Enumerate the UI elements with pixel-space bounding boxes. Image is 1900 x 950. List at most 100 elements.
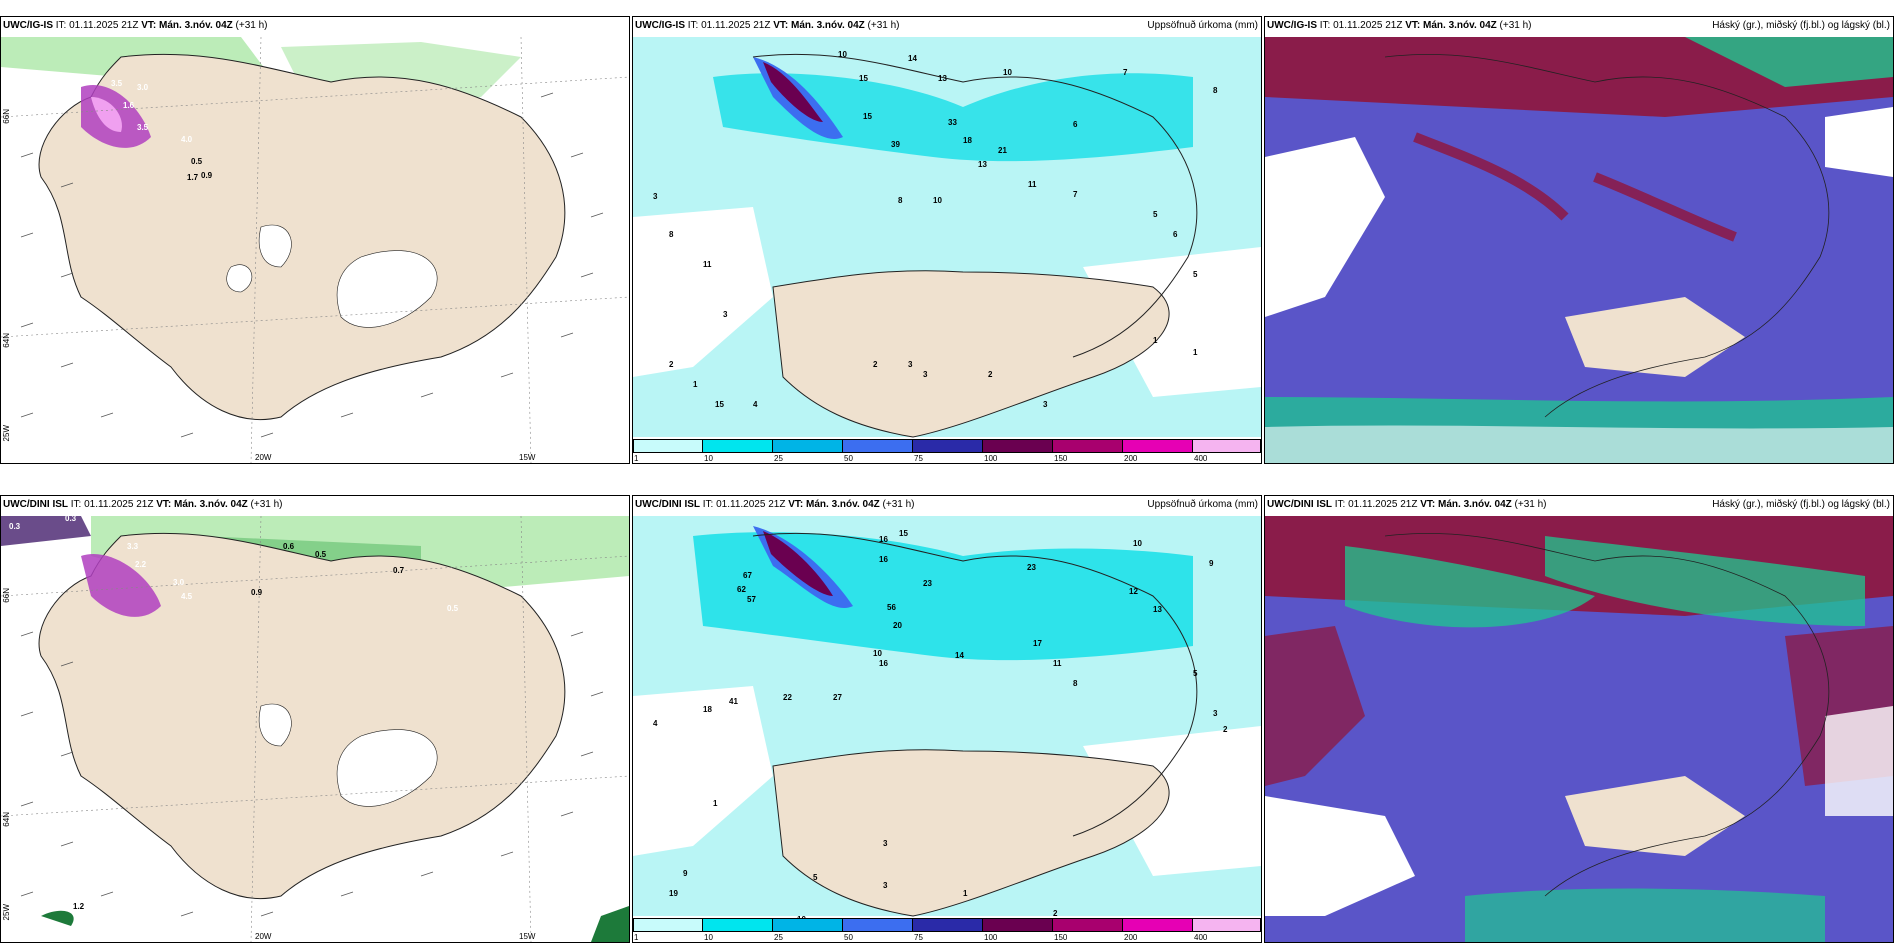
svg-text:3: 3 bbox=[883, 881, 888, 890]
colorbar-segment bbox=[703, 439, 773, 453]
wind-value: 0.5 bbox=[447, 604, 459, 613]
colorbar-segment bbox=[913, 439, 983, 453]
colorbar-segment bbox=[1053, 439, 1123, 453]
colorbar-segment bbox=[843, 918, 913, 932]
wind-value: 0.7 bbox=[393, 566, 405, 575]
svg-text:2: 2 bbox=[988, 370, 993, 379]
svg-text:18: 18 bbox=[703, 705, 712, 714]
svg-text:3: 3 bbox=[908, 360, 913, 369]
svg-text:15: 15 bbox=[715, 400, 724, 409]
svg-text:9: 9 bbox=[683, 869, 688, 878]
svg-text:12: 12 bbox=[1129, 587, 1138, 596]
cloud-map-panel-row2: UWC/DINI ISL IT: 01.11.2025 21Z VT: Mán.… bbox=[1264, 495, 1894, 943]
svg-text:11: 11 bbox=[1028, 180, 1037, 189]
wind-value: 0.3 bbox=[9, 522, 21, 531]
wind-value: 0.9 bbox=[201, 171, 213, 180]
colorbar-segment bbox=[843, 439, 913, 453]
colorbar-tick: 10 bbox=[704, 933, 713, 942]
svg-text:67: 67 bbox=[743, 571, 752, 580]
svg-text:20: 20 bbox=[893, 621, 902, 630]
svg-text:3: 3 bbox=[653, 192, 658, 201]
svg-text:10: 10 bbox=[838, 50, 847, 59]
lon-label: 25W bbox=[2, 904, 11, 921]
svg-text:6: 6 bbox=[1173, 230, 1178, 239]
wind-map bbox=[1, 516, 629, 942]
wind-value: 0.5 bbox=[315, 550, 327, 559]
svg-text:13: 13 bbox=[938, 74, 947, 83]
svg-text:16: 16 bbox=[879, 659, 888, 668]
svg-text:41: 41 bbox=[729, 697, 738, 706]
svg-text:2: 2 bbox=[669, 360, 674, 369]
colorbar-segment bbox=[633, 918, 703, 932]
wind-value: 0.9 bbox=[251, 588, 263, 597]
cloud-map bbox=[1265, 37, 1893, 463]
model-label: UWC/DINI ISL bbox=[3, 499, 68, 510]
svg-text:1: 1 bbox=[963, 889, 968, 898]
colorbar-segment bbox=[1053, 918, 1123, 932]
svg-text:57: 57 bbox=[747, 595, 756, 604]
colorbar-segment bbox=[983, 918, 1053, 932]
wind-value: 1.7 bbox=[187, 173, 199, 182]
lat-label: 64N bbox=[2, 333, 11, 348]
precip-title: Uppsöfnuð úrkoma (mm) bbox=[1147, 499, 1258, 510]
svg-text:13: 13 bbox=[1153, 605, 1162, 614]
cloud-title: Háský (gr.), miðský (fj.bl.) og lágský (… bbox=[1712, 499, 1890, 510]
wind-value: 0.6 bbox=[283, 542, 295, 551]
svg-text:2: 2 bbox=[1053, 909, 1058, 918]
colorbar-tick: 200 bbox=[1124, 454, 1138, 463]
colorbar-segment bbox=[1123, 439, 1193, 453]
svg-text:56: 56 bbox=[887, 603, 896, 612]
colorbar-tick: 100 bbox=[984, 933, 998, 942]
svg-text:1: 1 bbox=[713, 799, 718, 808]
svg-text:23: 23 bbox=[923, 579, 932, 588]
model-label: UWC/DINI ISL bbox=[1267, 499, 1332, 510]
lat-label: 66N bbox=[2, 109, 11, 124]
panel-header: UWC/DINI ISL IT: 01.11.2025 21Z VT: Mán.… bbox=[3, 499, 283, 510]
svg-text:3: 3 bbox=[1043, 400, 1048, 409]
lon-label: 25W bbox=[2, 425, 11, 442]
svg-text:19: 19 bbox=[669, 889, 678, 898]
svg-text:10: 10 bbox=[1133, 539, 1142, 548]
lon-label: 15W bbox=[519, 453, 536, 462]
colorbar-tick: 400 bbox=[1194, 933, 1208, 942]
svg-text:16: 16 bbox=[879, 555, 888, 564]
svg-text:2: 2 bbox=[873, 360, 878, 369]
colorbar-tick: 25 bbox=[774, 933, 783, 942]
colorbar-tick: 1 bbox=[634, 454, 639, 463]
cloud-title: Háský (gr.), miðský (fj.bl.) og lágský (… bbox=[1712, 20, 1890, 31]
lon-label: 20W bbox=[255, 932, 272, 941]
precip-map: 16 15 16 23 23 10 67 62 57 56 20 14 13 1… bbox=[633, 516, 1261, 924]
svg-text:14: 14 bbox=[908, 54, 917, 63]
colorbar-tick: 50 bbox=[844, 454, 853, 463]
colorbar-segment bbox=[773, 918, 843, 932]
svg-text:22: 22 bbox=[783, 693, 792, 702]
svg-text:1: 1 bbox=[1153, 336, 1158, 345]
svg-text:4: 4 bbox=[753, 400, 758, 409]
svg-text:10: 10 bbox=[1003, 68, 1012, 77]
colorbar-tick: 75 bbox=[914, 454, 923, 463]
svg-text:1: 1 bbox=[1193, 348, 1198, 357]
svg-text:14: 14 bbox=[955, 651, 964, 660]
wind-value: 3.0 bbox=[173, 578, 185, 587]
svg-text:6: 6 bbox=[1073, 120, 1078, 129]
model-label: UWC/IG-IS bbox=[635, 20, 685, 31]
cloud-map bbox=[1265, 516, 1893, 942]
colorbar-tick: 400 bbox=[1194, 454, 1208, 463]
svg-text:8: 8 bbox=[669, 230, 674, 239]
wind-value: 3.5 bbox=[137, 123, 149, 132]
panel-header: UWC/IG-IS IT: 01.11.2025 21Z VT: Mán. 3.… bbox=[3, 20, 268, 31]
svg-text:8: 8 bbox=[1213, 86, 1218, 95]
svg-text:62: 62 bbox=[737, 585, 746, 594]
colorbar-tick: 25 bbox=[774, 454, 783, 463]
svg-text:5: 5 bbox=[1193, 669, 1198, 678]
lat-label: 64N bbox=[2, 812, 11, 827]
wind-value: 3.5 bbox=[111, 79, 123, 88]
wind-value: 4.5 bbox=[181, 592, 193, 601]
panel-header: UWC/IG-IS IT: 01.11.2025 21Z VT: Mán. 3.… bbox=[1267, 20, 1532, 31]
svg-text:7: 7 bbox=[1123, 68, 1128, 77]
svg-text:27: 27 bbox=[833, 693, 842, 702]
svg-text:8: 8 bbox=[898, 196, 903, 205]
colorbar-tick: 50 bbox=[844, 933, 853, 942]
svg-text:3: 3 bbox=[883, 839, 888, 848]
svg-text:8: 8 bbox=[1073, 679, 1078, 688]
